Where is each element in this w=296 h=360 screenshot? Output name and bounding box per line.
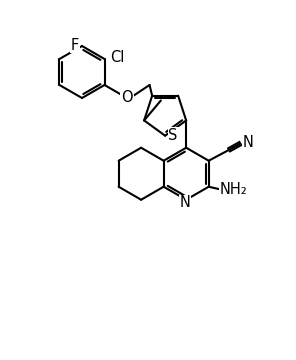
Text: N: N (180, 195, 191, 210)
Text: S: S (168, 128, 178, 143)
Text: N: N (243, 135, 254, 149)
Text: Cl: Cl (110, 49, 125, 64)
Text: NH₂: NH₂ (220, 182, 248, 197)
Text: F: F (71, 37, 79, 53)
Text: O: O (121, 90, 133, 105)
